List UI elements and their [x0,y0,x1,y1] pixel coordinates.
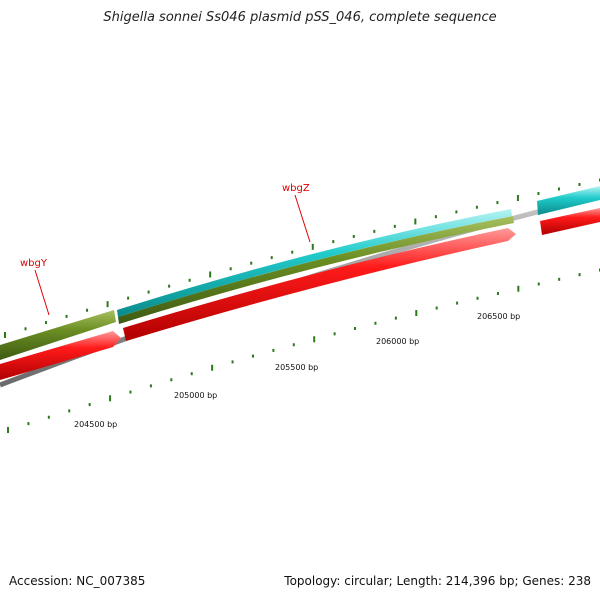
summary-text: Topology: circular; Length: 214,396 bp; … [284,574,591,588]
cds-arrow-middle[interactable] [123,228,516,341]
gene-bar-wbgY[interactable] [0,310,116,360]
accession-text: Accession: NC_007385 [9,574,146,588]
wbgZ-callout-line [294,194,311,243]
tick-label-206000: 206000 bp [376,337,419,346]
tick-label-205500: 205500 bp [275,363,318,372]
wbgY-callout-line [34,269,50,316]
gene-label-wbgZ[interactable]: wbgZ [282,183,310,194]
gene-bar-wbgZ-cyan[interactable] [117,209,512,317]
tick-marks [4,178,600,433]
tick-label-206500: 206500 bp [477,312,520,321]
tick-label-204500: 204500 bp [74,420,117,429]
cds-arrow-right[interactable] [540,208,600,235]
gene-bar-right-cyan[interactable] [537,186,600,215]
cds-arrow-left[interactable] [0,331,121,380]
gene-bar-wbgZ-olive[interactable] [118,216,514,324]
gene-label-wbgY[interactable]: wbgY [20,258,48,269]
map-title: Shigella sonnei Ss046 plasmid pSS_046, c… [103,10,497,25]
tick-label-205000: 205000 bp [174,391,217,400]
